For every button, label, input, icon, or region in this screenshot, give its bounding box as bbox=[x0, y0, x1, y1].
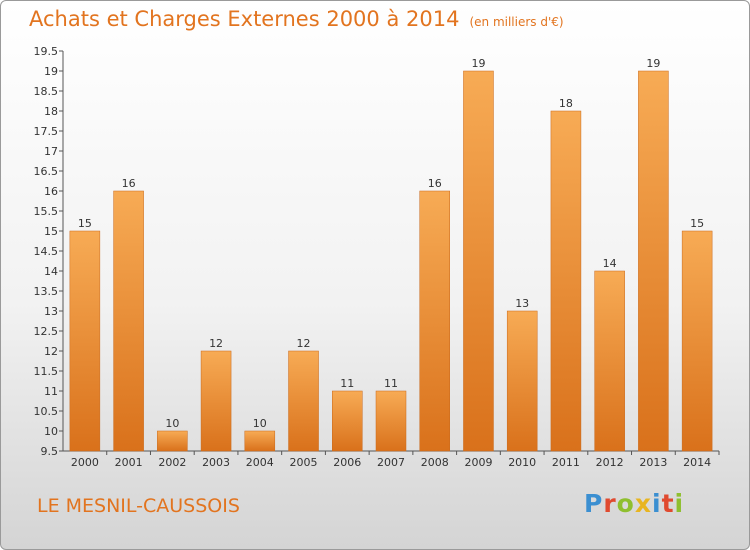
y-tick-label: 16.5 bbox=[34, 165, 59, 178]
bar-value-label: 14 bbox=[603, 257, 617, 270]
bar-value-label: 11 bbox=[384, 377, 398, 390]
x-tick-label: 2001 bbox=[115, 456, 143, 469]
logo-letter: P bbox=[584, 489, 604, 518]
y-tick-label: 19 bbox=[44, 65, 58, 78]
bar-value-label: 12 bbox=[297, 337, 311, 350]
bar bbox=[332, 390, 363, 452]
bar-value-label: 15 bbox=[690, 217, 704, 230]
y-tick-label: 17 bbox=[44, 145, 58, 158]
proxiti-logo: Proxiti bbox=[584, 489, 684, 518]
y-tick-label: 13 bbox=[44, 305, 58, 318]
bar-value-label: 11 bbox=[340, 377, 354, 390]
bar-value-label: 19 bbox=[471, 57, 485, 70]
bar-value-label: 16 bbox=[122, 177, 136, 190]
y-tick-label: 10.5 bbox=[34, 405, 59, 418]
bar-value-label: 10 bbox=[165, 417, 179, 430]
x-tick-label: 2008 bbox=[421, 456, 449, 469]
x-tick-label: 2012 bbox=[596, 456, 624, 469]
x-tick-label: 2009 bbox=[464, 456, 492, 469]
bar-value-label: 12 bbox=[209, 337, 223, 350]
chart-unit: (en milliers d'€) bbox=[469, 15, 564, 29]
y-tick-label: 16 bbox=[44, 185, 58, 198]
bar bbox=[375, 390, 407, 452]
x-tick-label: 2000 bbox=[71, 456, 99, 469]
bar-value-label: 13 bbox=[515, 297, 529, 310]
bar bbox=[638, 70, 669, 452]
x-tick-label: 2007 bbox=[377, 456, 405, 469]
logo-letter: i bbox=[652, 489, 662, 518]
y-tick-label: 11.5 bbox=[34, 365, 59, 378]
y-tick-label: 13.5 bbox=[34, 285, 59, 298]
logo-letter: i bbox=[674, 489, 685, 518]
y-tick-label: 18.5 bbox=[34, 85, 59, 98]
bar bbox=[113, 190, 144, 452]
y-tick-label: 9.5 bbox=[41, 445, 59, 458]
y-tick-label: 17.5 bbox=[34, 125, 59, 138]
bar bbox=[69, 230, 101, 452]
chart-bars: 15 16 10 12 10 12 11 11 16 19 13 18 14 19 15 bbox=[69, 57, 713, 452]
y-tick-label: 11 bbox=[44, 385, 58, 398]
logo-letter: r bbox=[603, 489, 617, 518]
bar bbox=[463, 70, 494, 452]
y-tick-label: 15 bbox=[44, 225, 58, 238]
bar bbox=[157, 430, 188, 452]
logo-letter: t bbox=[661, 489, 675, 518]
city-name: LE MESNIL-CAUSSOIS bbox=[37, 495, 240, 517]
y-tick-label: 12.5 bbox=[34, 325, 59, 338]
chart-title: Achats et Charges Externes 2000 à 2014 (e… bbox=[29, 7, 564, 31]
x-tick-label: 2011 bbox=[552, 456, 580, 469]
chart-title-text: Achats et Charges Externes 2000 à 2014 bbox=[29, 7, 460, 31]
chart-axes: 9.5 10 10.5 11 11.5 12 12.5 13 13.5 14 14.5 15 15.5 1… bbox=[34, 45, 720, 469]
bar-value-label: 18 bbox=[559, 97, 573, 110]
x-tick-label: 2010 bbox=[508, 456, 536, 469]
bar-value-label: 10 bbox=[253, 417, 267, 430]
y-tick-label: 15.5 bbox=[34, 205, 59, 218]
bar bbox=[288, 350, 319, 452]
x-tick-label: 2005 bbox=[290, 456, 318, 469]
y-tick-label: 14 bbox=[44, 265, 58, 278]
logo-letter: o bbox=[616, 489, 635, 518]
y-tick-label: 10 bbox=[44, 425, 58, 438]
y-tick-label: 19.5 bbox=[34, 45, 59, 58]
bar bbox=[681, 230, 713, 452]
logo-letter: x bbox=[634, 489, 652, 518]
y-tick-label: 14.5 bbox=[34, 245, 59, 258]
x-tick-label: 2003 bbox=[202, 456, 230, 469]
bar bbox=[594, 270, 625, 452]
bar bbox=[550, 110, 582, 452]
bar-value-label: 16 bbox=[428, 177, 442, 190]
bar bbox=[200, 350, 232, 452]
y-tick-label: 18 bbox=[44, 105, 58, 118]
bar bbox=[506, 310, 538, 452]
bar-value-label: 15 bbox=[78, 217, 92, 230]
x-tick-label: 2014 bbox=[683, 456, 711, 469]
y-tick-label: 12 bbox=[44, 345, 58, 358]
x-tick-label: 2004 bbox=[246, 456, 274, 469]
x-tick-label: 2002 bbox=[158, 456, 186, 469]
bar bbox=[244, 430, 276, 452]
x-tick-label: 2013 bbox=[639, 456, 667, 469]
x-tick-label: 2006 bbox=[333, 456, 361, 469]
bar-value-label: 19 bbox=[646, 57, 660, 70]
bar bbox=[419, 190, 450, 452]
